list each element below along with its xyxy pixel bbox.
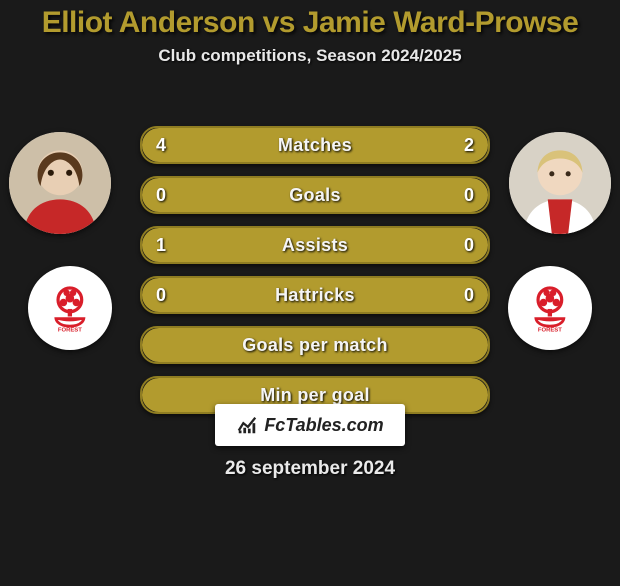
crest-icon: FOREST — [43, 281, 97, 335]
stat-row: Goals0 0 — [140, 176, 490, 214]
page-subtitle: Club competitions, Season 2024/2025 — [0, 46, 620, 66]
stat-value-right: 0 — [464, 178, 474, 212]
page-title: Elliot Anderson vs Jamie Ward-Prowse — [0, 6, 620, 40]
player-left-avatar — [9, 132, 111, 234]
brand-badge: FcTables.com — [215, 404, 405, 446]
stat-row: Hattricks0 0 — [140, 276, 490, 314]
club-right-crest: FOREST — [508, 266, 592, 350]
stat-value-left: 0 — [156, 278, 166, 312]
stat-label: Goals — [142, 178, 488, 212]
crest-icon: FOREST — [523, 281, 577, 335]
player-right-avatar — [509, 132, 611, 234]
svg-text:FOREST: FOREST — [538, 328, 562, 334]
footer-date: 26 september 2024 — [0, 458, 620, 480]
stat-value-left: 4 — [156, 128, 166, 162]
stat-row: Assists1 0 — [140, 226, 490, 264]
stat-value-right: 0 — [464, 228, 474, 262]
person-icon — [9, 132, 111, 234]
stat-value-left: 1 — [156, 228, 166, 262]
chart-icon — [236, 414, 258, 436]
stat-row: Matches4 2 — [140, 126, 490, 164]
stat-label: Hattricks — [142, 278, 488, 312]
stat-rows: Matches42Goals00Assists10Hattricks00Goal… — [140, 126, 490, 426]
stat-row: Goals per match — [140, 326, 490, 364]
stat-value-right: 2 — [464, 128, 474, 162]
brand-text: FcTables.com — [264, 415, 383, 436]
stat-label: Goals per match — [142, 328, 488, 362]
stat-label: Assists — [142, 228, 488, 262]
person-icon — [509, 132, 611, 234]
svg-text:FOREST: FOREST — [58, 328, 82, 334]
stat-value-right: 0 — [464, 278, 474, 312]
club-left-crest: FOREST — [28, 266, 112, 350]
stat-value-left: 0 — [156, 178, 166, 212]
stat-label: Matches — [142, 128, 488, 162]
